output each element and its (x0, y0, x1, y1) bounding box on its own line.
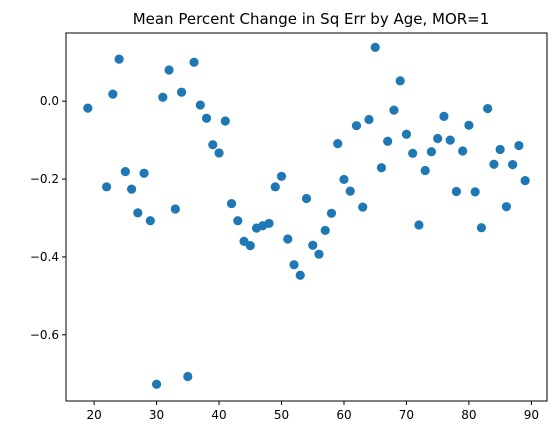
data-point (326, 208, 337, 218)
data-point (401, 129, 412, 139)
data-point (376, 163, 387, 173)
x-tick-label: 80 (461, 408, 476, 422)
data-point (151, 379, 162, 389)
data-point (189, 57, 199, 67)
data-point (389, 105, 399, 115)
data-point (420, 165, 430, 176)
data-point (289, 260, 299, 270)
data-point (483, 103, 493, 114)
data-point (133, 208, 143, 218)
data-point (270, 182, 280, 192)
data-point (514, 140, 524, 151)
data-point (383, 136, 393, 146)
plot-area: 20 30 40 50 60 70 80 90 0.0 −0.2 −0.4 −0.6 (30, 32, 548, 422)
data-point (201, 113, 212, 123)
chart-title: Mean Percent Change in Sq Err by Age, MO… (133, 10, 490, 28)
data-point (495, 144, 505, 155)
x-tick-label: 60 (336, 408, 351, 422)
data-point (108, 89, 118, 99)
data-point (158, 92, 168, 102)
data-point (408, 148, 418, 158)
data-point (464, 120, 474, 130)
data-point (264, 218, 274, 229)
x-tick-label: 20 (86, 408, 101, 422)
data-point (208, 140, 218, 150)
data-point (220, 116, 230, 126)
data-point (83, 103, 93, 113)
data-point (345, 186, 355, 196)
data-point (301, 193, 312, 204)
y-tick-label: −0.4 (30, 250, 59, 264)
data-point (233, 216, 243, 226)
x-tick-label: 50 (274, 408, 289, 422)
data-point (426, 147, 437, 157)
data-point (520, 175, 530, 186)
data-point (364, 114, 374, 125)
data-point (164, 65, 174, 75)
data-point (358, 202, 368, 212)
y-tick-label: −0.6 (30, 328, 59, 342)
data-point (439, 111, 449, 121)
data-point (276, 171, 287, 181)
data-point (458, 146, 468, 156)
data-point (170, 204, 180, 214)
data-point (102, 182, 112, 192)
data-point (283, 234, 293, 244)
data-point (351, 121, 362, 131)
data-point (333, 138, 343, 149)
x-tick-label: 90 (524, 408, 539, 422)
data-point (195, 100, 205, 110)
data-point (370, 42, 380, 53)
x-tick-label: 40 (211, 408, 226, 422)
data-point (414, 220, 424, 230)
data-point (501, 202, 511, 212)
data-point (245, 241, 255, 251)
data-point (295, 270, 305, 280)
data-point (120, 167, 130, 177)
y-tick-label: 0.0 (40, 94, 59, 108)
data-point (183, 371, 193, 382)
data-point (445, 135, 455, 145)
axes-frame (65, 32, 548, 402)
data-point (126, 184, 137, 194)
data-point (508, 160, 518, 170)
data-point (320, 225, 330, 236)
data-point (139, 168, 149, 178)
data-point (476, 223, 487, 233)
data-point (308, 240, 318, 250)
data-point (395, 76, 405, 86)
data-point (214, 148, 224, 158)
data-point (314, 249, 324, 259)
data-point (433, 133, 443, 144)
data-point (176, 87, 187, 97)
y-tick-label: −0.2 (30, 172, 59, 186)
data-point (470, 187, 480, 197)
x-tick-label: 30 (149, 408, 164, 422)
x-tick-label: 70 (399, 408, 414, 422)
data-point (145, 216, 155, 226)
data-point (339, 174, 349, 185)
data-point (451, 186, 462, 197)
data-point (226, 198, 237, 209)
data-point (114, 54, 124, 64)
data-point (489, 159, 499, 169)
